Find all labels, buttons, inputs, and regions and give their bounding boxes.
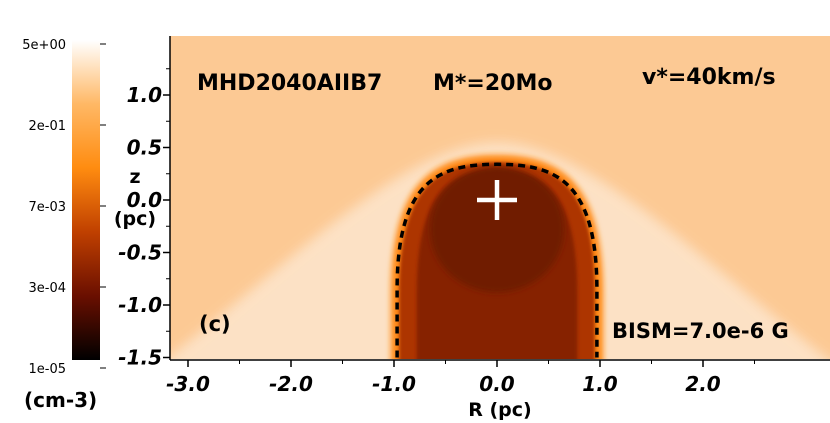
stellar-mass-label: M*=20Mo	[433, 71, 552, 96]
x-tick-label: -1.0	[372, 372, 416, 396]
x-tick-label: 1.0	[582, 372, 618, 396]
axes: -3.0 -2.0 -1.0 0.0 1.0 2.0 1.00.50.0-0.5-1.0-…	[114, 36, 830, 421]
colorbar-tick-label: 1e-05	[28, 362, 66, 377]
y-tick-label: 0.5	[127, 136, 162, 160]
y-tick-label: 0.0	[127, 188, 163, 212]
magnetic-field-label: BISM=7.0e-6 G	[612, 319, 789, 343]
model-name-label: MHD2040AIIB7	[197, 71, 382, 96]
y-tick-label: -0.5	[118, 241, 162, 265]
colorbar-unit: (cm-3)	[24, 388, 97, 412]
star-marker-icon	[477, 180, 517, 220]
colorbar-tick-label: 5e+00	[22, 38, 66, 53]
x-tick-label: 2.0	[685, 372, 721, 396]
inner-wind-core	[430, 166, 564, 293]
x-tick-label: -3.0	[166, 372, 210, 396]
colorbar-tick-label: 2e-01	[28, 119, 66, 134]
colorbar-ticks: 5e+00 2e-01 7e-03 3e-04 1e-05	[22, 38, 106, 377]
plot-area	[170, 36, 830, 359]
x-axis-ticks: -3.0 -2.0 -1.0 0.0 1.0 2.0	[166, 360, 755, 396]
y-tick-label: -1.5	[118, 346, 162, 370]
y-axis-label: z (pc)	[114, 166, 156, 230]
y-tick-label: -1.0	[118, 293, 162, 317]
panel-label: (c)	[199, 312, 231, 336]
y-tick-label: 1.0	[127, 83, 163, 107]
stellar-velocity-label: v*=40km/s	[642, 65, 776, 90]
colorbar-tick-label: 7e-03	[28, 200, 66, 215]
colorbar-bar	[72, 40, 100, 360]
colorbar: 5e+00 2e-01 7e-03 3e-04 1e-05 (cm-3)	[22, 38, 106, 412]
x-tick-label: 0.0	[479, 372, 515, 396]
x-axis-label: R (pc)	[468, 399, 531, 421]
y-axis-ticks: 1.0 0.5 0.0 -0.5 -1.0 -1.5	[118, 68, 170, 370]
annotations: MHD2040AIIB7 M*=20Mo v*=40km/s (c) BISM=…	[197, 65, 789, 343]
contact-discontinuity	[395, 162, 599, 358]
x-tick-label: -2.0	[269, 372, 313, 396]
colorbar-tick-label: 3e-04	[28, 281, 66, 296]
